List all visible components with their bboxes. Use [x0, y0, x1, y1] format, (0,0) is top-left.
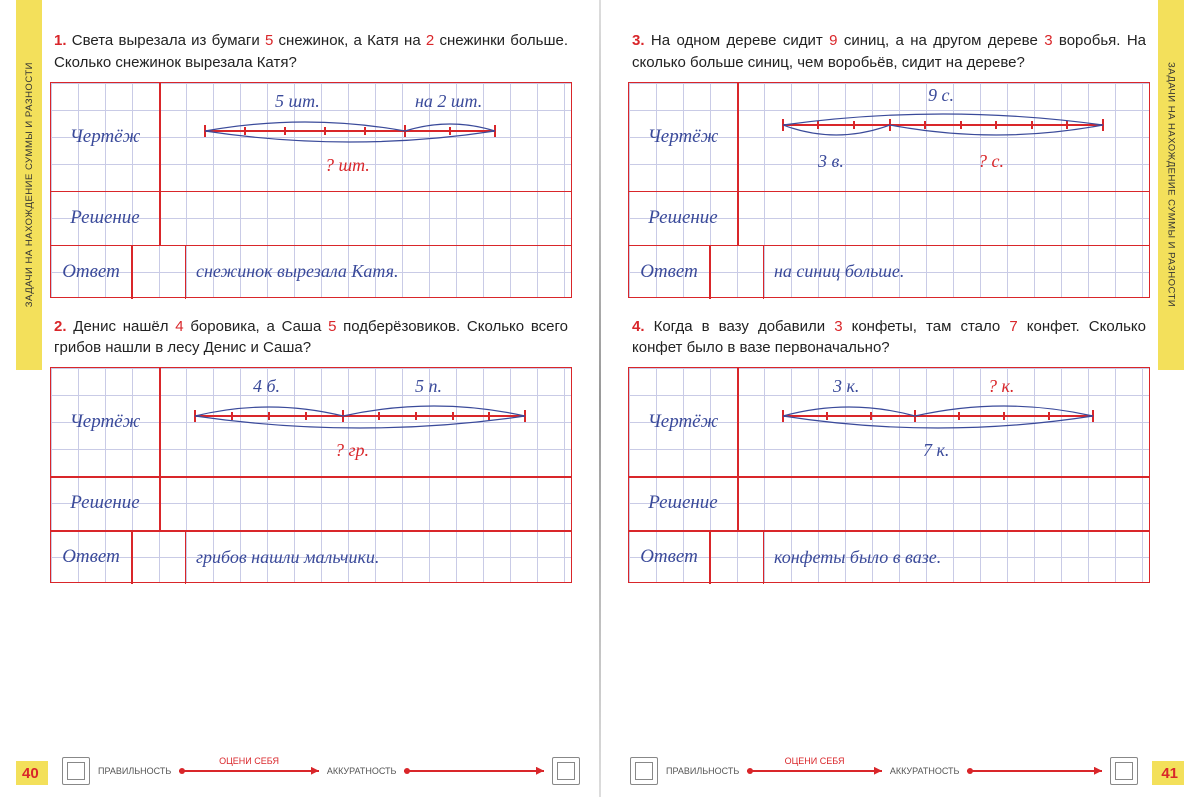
svg-text:? к.: ? к.	[988, 376, 1014, 396]
prompt-2: 2. Денис нашёл 4 боровика, а Саша 5 подб…	[50, 316, 572, 360]
spread: ЗАДАЧИ НА НАХОЖДЕНИЕ СУММЫ И РАЗНОСТИ 1.…	[0, 0, 1200, 797]
svg-text:3 к.: 3 к.	[832, 376, 859, 396]
answer-3: на синиц больше.	[774, 245, 1143, 299]
diagram-3: 9 с. 3 в. ? с.	[737, 83, 1149, 191]
prompt-4: 4. Когда в вазу добавили 3 конфеты, там …	[628, 316, 1150, 360]
checklist-icon	[62, 757, 90, 785]
side-tab-left: ЗАДАЧИ НА НАХОЖДЕНИЕ СУММЫ И РАЗНОСТИ	[16, 0, 42, 370]
page-right: ЗАДАЧИ НА НАХОЖДЕНИЕ СУММЫ И РАЗНОСТИ 3.…	[600, 0, 1200, 797]
magnify-icon	[1110, 757, 1138, 785]
page-left: ЗАДАЧИ НА НАХОЖДЕНИЕ СУММЫ И РАЗНОСТИ 1.…	[0, 0, 600, 797]
side-tab-right: ЗАДАЧИ НА НАХОЖДЕНИЕ СУММЫ И РАЗНОСТИ	[1158, 0, 1184, 370]
prompt-3: 3. На одном дереве сидит 9 синиц, а на д…	[628, 30, 1150, 74]
problem-2: 2. Денис нашёл 4 боровика, а Саша 5 подб…	[50, 316, 572, 584]
problem-4: 4. Когда в вазу добавили 3 конфеты, там …	[628, 316, 1150, 584]
workbox-3: Чертёж Решение Ответ 9 с. 3 в.	[628, 82, 1150, 298]
svg-text:? шт.: ? шт.	[325, 155, 370, 175]
answer-4: конфеты было в вазе.	[774, 530, 1143, 584]
svg-text:5 шт.: 5 шт.	[275, 91, 320, 111]
workbox-2: Чертёж Решение Ответ 4 б.	[50, 367, 572, 583]
svg-text:7 к.: 7 к.	[923, 440, 949, 460]
svg-text:? с.: ? с.	[978, 151, 1004, 171]
answer-1: снежинок вырезала Катя.	[196, 245, 565, 299]
page-number-left: 40	[22, 765, 39, 782]
prompt-1: 1. Света вырезала из бумаги 5 снежинок, …	[50, 30, 572, 74]
diagram-4: 3 к. ? к. 7 к.	[737, 368, 1149, 476]
footer-right: 41 ПРАВИЛЬНОСТЬ ОЦЕНИ СЕБЯ АККУРАТНОСТЬ	[600, 745, 1200, 785]
label-solution: Решение	[51, 191, 159, 245]
side-tab-text: ЗАДАЧИ НА НАХОЖДЕНИЕ СУММЫ И РАЗНОСТИ	[1166, 62, 1177, 307]
svg-text:5 п.: 5 п.	[415, 376, 442, 396]
book-spine	[599, 0, 601, 797]
label-answer: Ответ	[51, 245, 131, 299]
checklist-icon	[630, 757, 658, 785]
svg-text:на 2 шт.: на 2 шт.	[415, 91, 482, 111]
diagram-1: 5 шт. на 2 шт. ? шт.	[159, 83, 571, 191]
svg-text:9 с.: 9 с.	[928, 85, 954, 105]
svg-text:? гр.: ? гр.	[335, 440, 369, 460]
footer-left: 40 ПРАВИЛЬНОСТЬ ОЦЕНИ СЕБЯ АККУРАТНОСТЬ	[0, 745, 600, 785]
side-tab-text: ЗАДАЧИ НА НАХОЖДЕНИЕ СУММЫ И РАЗНОСТИ	[24, 62, 35, 307]
diagram-2: 4 б. 5 п. ? гр.	[159, 368, 571, 476]
self-assess-left: ПРАВИЛЬНОСТЬ ОЦЕНИ СЕБЯ АККУРАТНОСТЬ	[62, 757, 580, 785]
problem-3: 3. На одном дереве сидит 9 синиц, а на д…	[628, 30, 1150, 298]
svg-text:4 б.: 4 б.	[253, 376, 280, 396]
label-diagram: Чертёж	[51, 83, 159, 191]
workbox-1: Чертёж Решение Ответ 5 шт. на 2	[50, 82, 572, 298]
magnify-icon	[552, 757, 580, 785]
self-assess-right: ПРАВИЛЬНОСТЬ ОЦЕНИ СЕБЯ АККУРАТНОСТЬ	[630, 757, 1138, 785]
workbox-4: Чертёж Решение Ответ 3 к.	[628, 367, 1150, 583]
answer-2: грибов нашли мальчики.	[196, 530, 565, 584]
problem-1: 1. Света вырезала из бумаги 5 снежинок, …	[50, 30, 572, 298]
page-number-right: 41	[1161, 765, 1178, 782]
svg-text:3 в.: 3 в.	[817, 151, 844, 171]
